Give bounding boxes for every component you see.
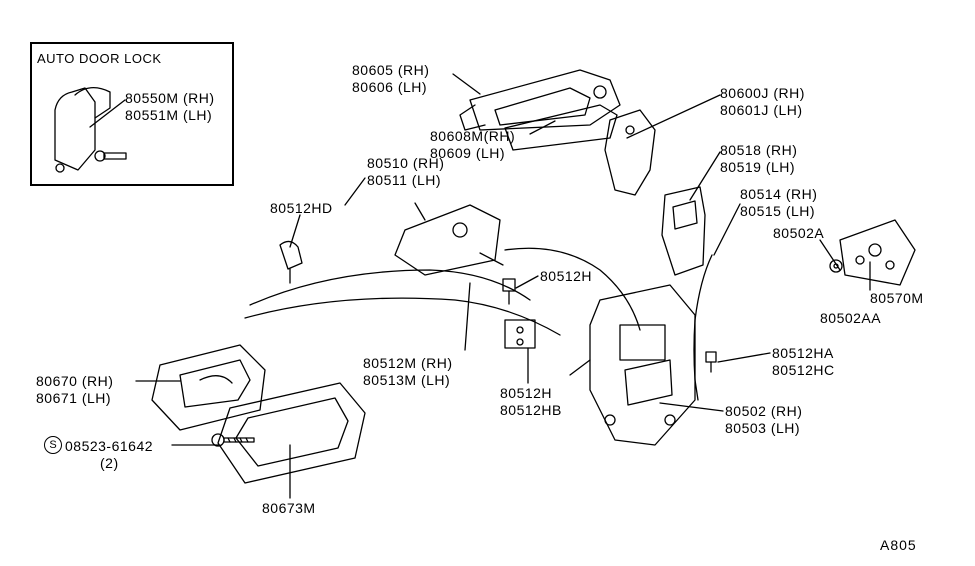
label-80512HC: 80512HC <box>772 362 835 379</box>
auto-door-lock-title: AUTO DOOR LOCK <box>37 50 162 67</box>
label-80513M: 80513M (LH) <box>363 372 450 389</box>
label-80502: 80502 (RH) <box>725 403 802 420</box>
label-80670: 80670 (RH) <box>36 373 113 390</box>
label-80502A: 80502A <box>773 225 824 242</box>
label-80519: 80519 (LH) <box>720 159 795 176</box>
label-80512HA: 80512HA <box>772 345 834 362</box>
label-80671: 80671 (LH) <box>36 390 111 407</box>
label-80551M: 80551M (LH) <box>125 107 212 124</box>
label-80503: 80503 (LH) <box>725 420 800 437</box>
label-80512H: 80512H <box>540 268 592 285</box>
label-08523-qty: (2) <box>100 455 119 472</box>
label-80601J: 80601J (LH) <box>720 102 803 119</box>
screw-spec-marker: S <box>44 436 62 454</box>
label-80518: 80518 (RH) <box>720 142 797 159</box>
label-80512M: 80512M (RH) <box>363 355 453 372</box>
label-80510: 80510 (RH) <box>367 155 444 172</box>
figure-code: A805 <box>880 537 917 553</box>
label-80514: 80514 (RH) <box>740 186 817 203</box>
label-08523: 08523-61642 <box>65 438 153 455</box>
label-80673M: 80673M <box>262 500 316 517</box>
label-80512H-lower: 80512H <box>500 385 552 402</box>
label-80608M: 80608M(RH) <box>430 128 515 145</box>
label-80606: 80606 (LH) <box>352 79 427 96</box>
label-80502AA: 80502AA <box>820 310 881 327</box>
label-80512HD: 80512HD <box>270 200 333 217</box>
label-80550M: 80550M (RH) <box>125 90 215 107</box>
label-80605: 80605 (RH) <box>352 62 429 79</box>
label-80511: 80511 (LH) <box>367 172 441 189</box>
label-80515: 80515 (LH) <box>740 203 815 220</box>
label-80570M: 80570M <box>870 290 924 307</box>
label-80512HB: 80512HB <box>500 402 562 419</box>
label-80600J: 80600J (RH) <box>720 85 805 102</box>
